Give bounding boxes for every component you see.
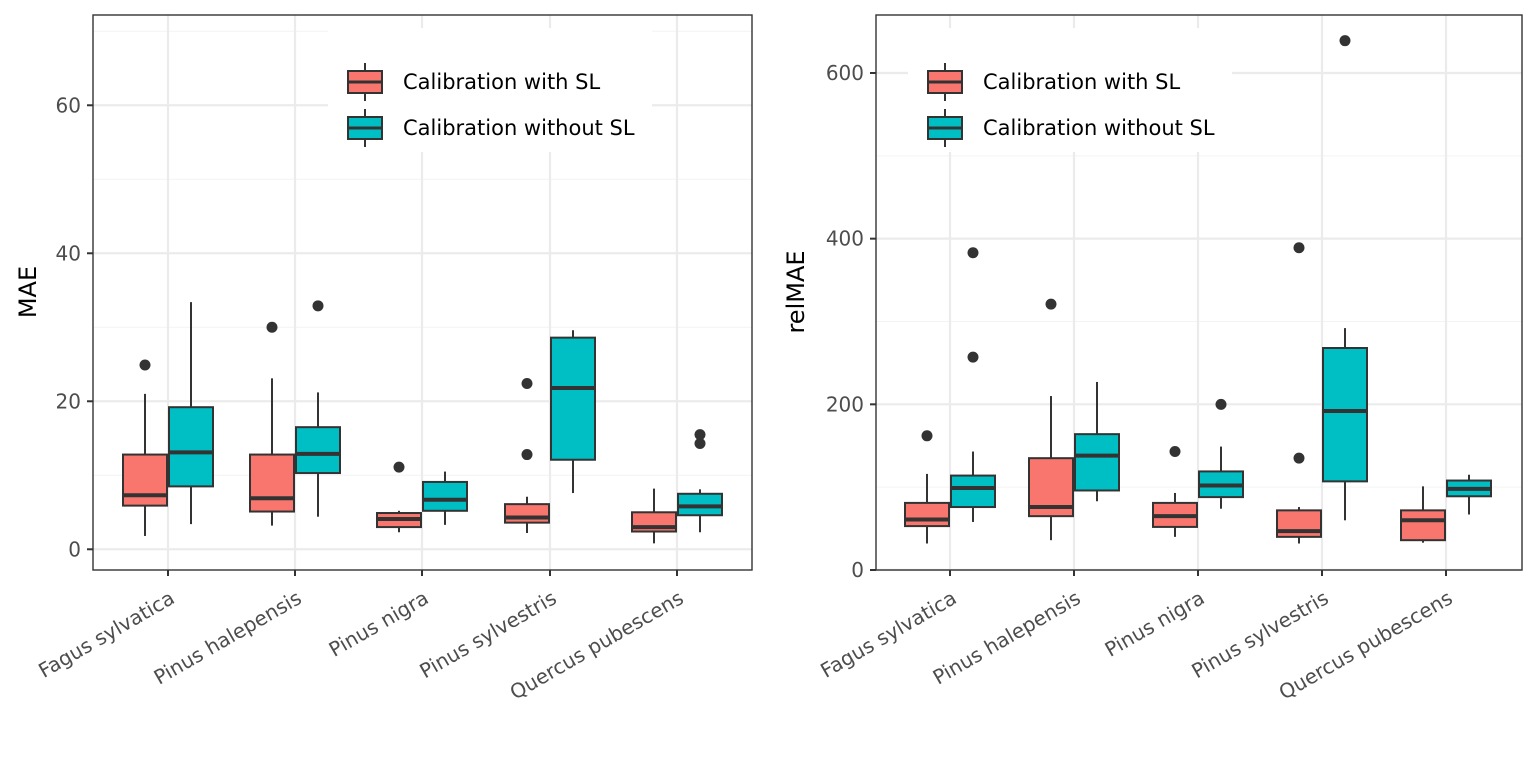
iqr-box <box>1322 347 1368 483</box>
boxplot-without-sl <box>1322 35 1368 521</box>
y-axis-title: relMAE <box>782 250 810 333</box>
outlier-point <box>1293 452 1305 464</box>
outlier-point <box>1215 398 1227 410</box>
outlier-point <box>921 430 933 442</box>
boxplot-with-sl <box>1400 486 1446 543</box>
y-tick-label: 200 <box>826 392 864 416</box>
boxplot-without-sl <box>677 429 723 533</box>
y-tick-label: 0 <box>851 558 864 582</box>
iqr-box <box>122 453 168 507</box>
x-tick-label: Pinus nigra <box>325 586 433 662</box>
boxplot-with-sl <box>504 378 550 533</box>
x-tick-label: Pinus nigra <box>1101 586 1209 662</box>
legend: Calibration with SL Calibration without S… <box>908 28 1232 152</box>
outlier-point <box>694 437 706 449</box>
boxplot-with-sl <box>1152 446 1198 537</box>
y-tick-label: 400 <box>826 227 864 251</box>
y-tick-label: 0 <box>68 537 81 561</box>
legend-label-with-sl: Calibration with SL <box>983 70 1180 94</box>
boxplot-without-sl <box>295 300 341 517</box>
legend-label-without-sl: Calibration without SL <box>983 116 1215 140</box>
outlier-point <box>521 449 533 461</box>
legend-key-with-sl <box>927 63 963 101</box>
boxplot-with-sl <box>1276 242 1322 544</box>
y-tick-label: 600 <box>826 61 864 85</box>
iqr-box <box>904 501 950 528</box>
boxplot-with-sl <box>631 488 677 544</box>
iqr-box <box>295 426 341 475</box>
legend-key-without-sl <box>927 109 963 147</box>
boxplot-without-sl <box>950 247 996 522</box>
outlier-point <box>266 321 278 333</box>
boxplot-with-sl <box>122 359 168 536</box>
panel-relmae: Calibration with SL Calibration without S… <box>782 14 1523 704</box>
iqr-box <box>550 336 596 461</box>
boxplot-with-sl <box>1028 298 1074 541</box>
outlier-point <box>1169 446 1181 458</box>
y-tick-label: 40 <box>56 241 81 265</box>
outlier-point <box>694 429 706 441</box>
outlier-point <box>1293 242 1305 254</box>
legend-key-without-sl <box>347 109 383 147</box>
iqr-box <box>504 503 550 524</box>
boxplot-without-sl <box>422 471 468 525</box>
outlier-point <box>393 461 405 473</box>
y-tick-label: 60 <box>56 93 81 117</box>
iqr-box <box>1400 509 1446 542</box>
iqr-box <box>249 453 295 513</box>
outlier-point <box>1045 298 1057 310</box>
outlier-point <box>967 351 979 363</box>
boxplot-with-sl <box>376 461 422 533</box>
iqr-box <box>422 480 468 512</box>
boxplot-with-sl <box>249 321 295 526</box>
outlier-point <box>1339 35 1351 47</box>
panel-mae: Calibration with SL Calibration without S… <box>14 14 753 704</box>
y-axis-title: MAE <box>14 266 42 318</box>
outlier-point <box>139 359 151 371</box>
boxplot-without-sl <box>1074 381 1120 502</box>
boxplot-without-sl <box>1446 474 1492 515</box>
legend: Calibration with SL Calibration without S… <box>328 28 652 152</box>
y-tick-label: 20 <box>56 389 81 413</box>
outlier-point <box>521 378 533 390</box>
outlier-point <box>967 247 979 259</box>
iqr-box <box>1074 433 1120 492</box>
legend-key-with-sl <box>347 63 383 101</box>
boxplot-without-sl <box>168 302 214 525</box>
outlier-point <box>312 300 324 312</box>
boxplot-without-sl <box>1198 398 1244 509</box>
boxplot-without-sl <box>550 330 596 494</box>
iqr-box <box>950 474 996 509</box>
boxplot-with-sl <box>904 430 950 544</box>
legend-label-without-sl: Calibration without SL <box>403 116 635 140</box>
legend-label-with-sl: Calibration with SL <box>403 70 600 94</box>
iqr-box <box>168 406 214 488</box>
